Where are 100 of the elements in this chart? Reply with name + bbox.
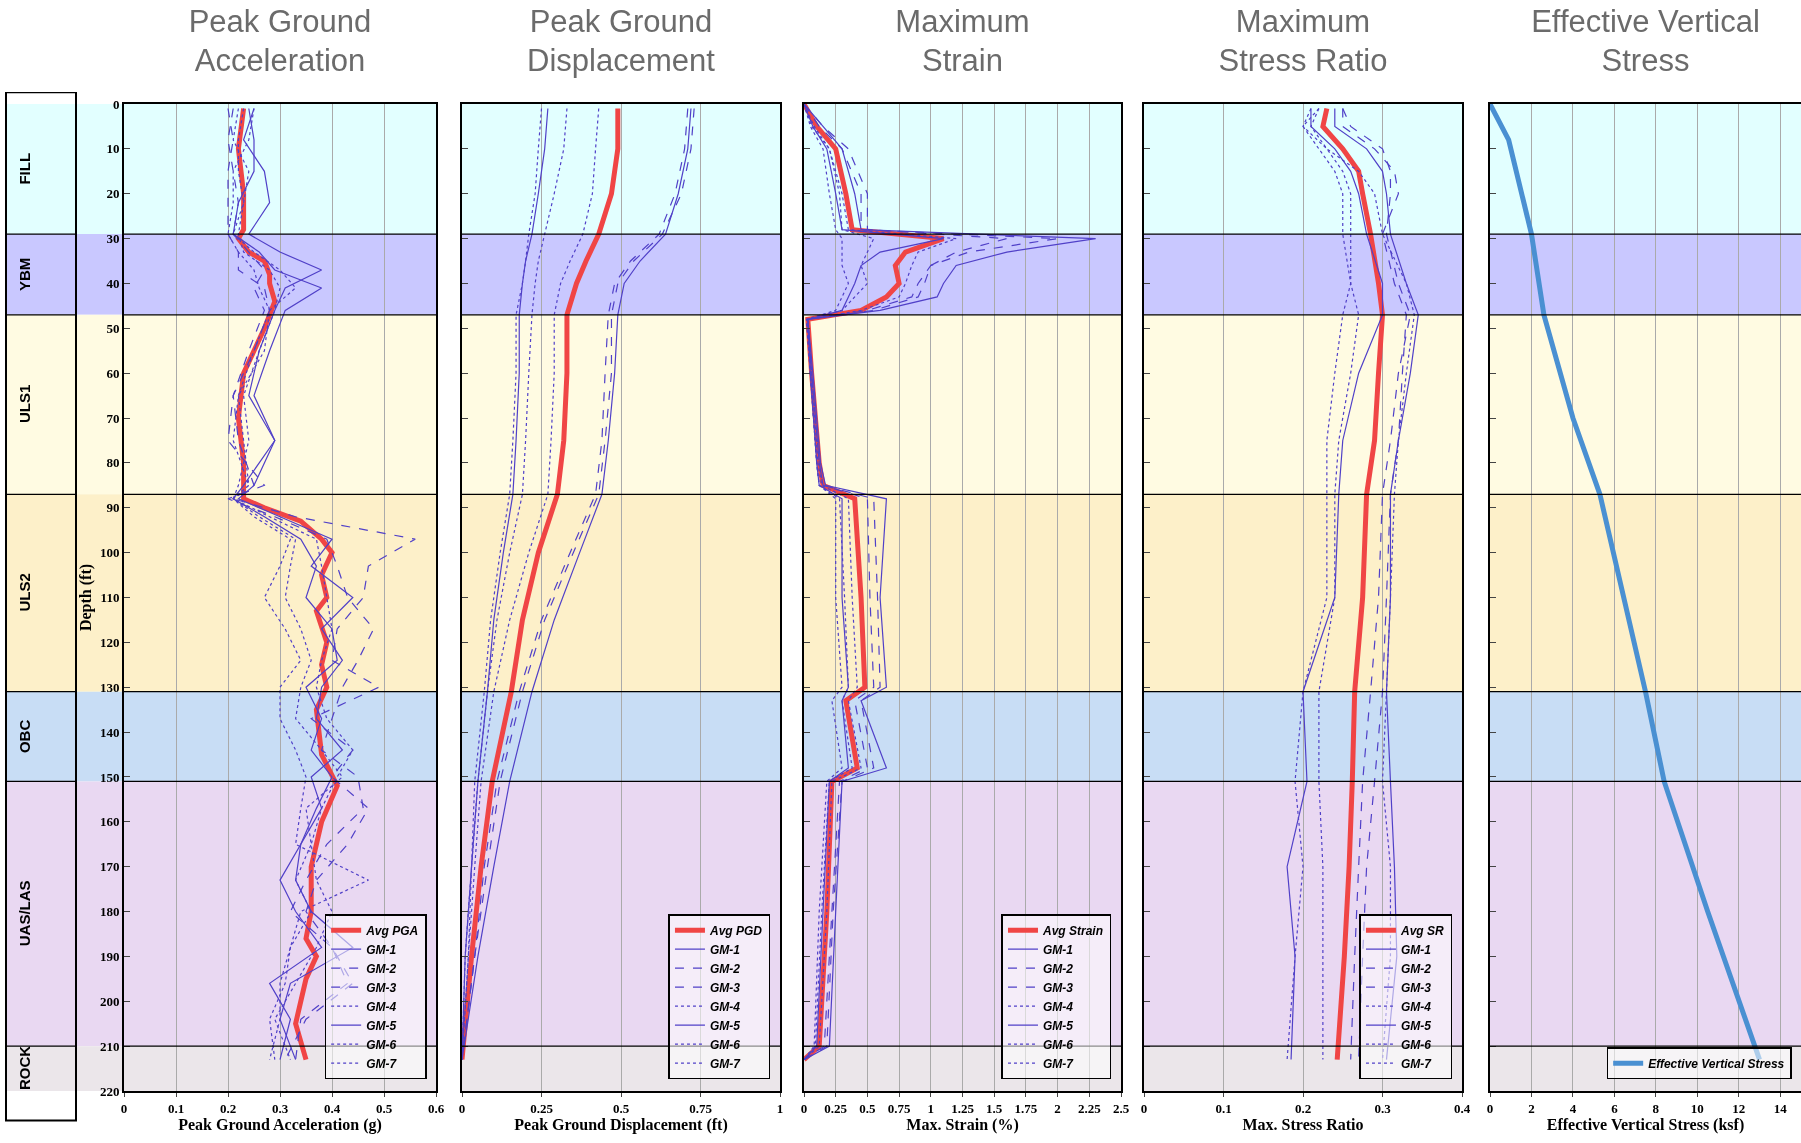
y-tick-label: 10 <box>106 141 120 157</box>
y-tick-label: 0 <box>112 96 120 112</box>
legend-label: GM-4 <box>1042 999 1074 1014</box>
y-tick-label: 160 <box>99 814 120 830</box>
x-tick-label: 0.5 <box>612 1100 630 1116</box>
x-tick-label: 2.5 <box>1112 1100 1130 1116</box>
chart-title: Maximum Strain <box>894 3 1031 80</box>
y-tick-label: 140 <box>99 724 120 740</box>
x-tick-label: 1.25 <box>951 1100 975 1116</box>
x-tick-label: 0.3 <box>1374 1100 1392 1116</box>
y-tick-label: 170 <box>99 859 120 875</box>
legend-label: GM-3 <box>366 980 397 995</box>
legend-label: GM-2 <box>1400 961 1432 976</box>
chart-title: Peak Ground Displacement <box>526 3 716 80</box>
band-label: ULS1 <box>15 384 33 424</box>
y-tick-label: 110 <box>100 590 120 606</box>
y-tick-label: 180 <box>99 904 120 920</box>
x-tick-label: 0.4 <box>323 1100 341 1116</box>
y-tick-label: 190 <box>99 948 120 964</box>
x-axis-title: Max. Stress Ratio <box>1242 1115 1364 1133</box>
legend-label: GM-1 <box>1042 942 1074 957</box>
legend-label: GM-6 <box>366 1037 397 1052</box>
y-tick-label: 120 <box>99 634 120 650</box>
x-tick-label: 10 <box>1690 1100 1704 1116</box>
y-tick-label: 40 <box>106 276 120 291</box>
y-axis-title: Depth (ft) <box>77 563 96 632</box>
x-tick-label: 1.5 <box>986 1100 1003 1116</box>
band-label: UAS/LAS <box>15 880 33 947</box>
legend-label: GM-2 <box>1042 961 1074 976</box>
x-tick-label: 0.2 <box>1294 1100 1312 1116</box>
x-tick-label: 1 <box>776 1100 784 1116</box>
y-tick-label: 220 <box>99 1083 120 1099</box>
legend-label: GM-3 <box>709 980 741 995</box>
chart-title: Peak Ground Acceleration <box>187 3 373 80</box>
x-axis-title: Effective Vertical Stress (ksf) <box>1546 1115 1745 1134</box>
legend-label: Effective Vertical Stress <box>1648 1056 1785 1071</box>
legend-label: GM-3 <box>1400 980 1432 995</box>
legend-label: GM-2 <box>366 961 397 976</box>
x-axis-title: Peak Ground Acceleration (g) <box>178 1115 382 1134</box>
x-tick-label: 0.5 <box>375 1100 393 1116</box>
y-tick-label: 20 <box>106 186 120 202</box>
band-label: YBM <box>16 257 34 291</box>
legend-label: GM-6 <box>1400 1037 1432 1052</box>
legend-label: GM-7 <box>709 1056 742 1071</box>
band-label: ROCK <box>15 1045 33 1091</box>
x-tick-label: 0 <box>1486 1100 1494 1116</box>
legend-label: Avg Strain <box>1041 923 1104 938</box>
x-tick-label: 0.75 <box>887 1100 911 1116</box>
y-tick-label: 70 <box>106 410 120 426</box>
chart-title: Effective Vertical Stress <box>1530 3 1761 80</box>
y-tick-label: 30 <box>106 231 120 247</box>
legend-label: GM-6 <box>1042 1037 1074 1052</box>
legend-label: GM-4 <box>1400 999 1432 1014</box>
band-label: ULS2 <box>16 573 34 612</box>
y-tick-label: 90 <box>106 500 120 516</box>
legend-label: GM-6 <box>709 1037 741 1052</box>
x-tick-label: 4 <box>1569 1100 1577 1116</box>
x-tick-label: 0 <box>800 1100 808 1116</box>
x-tick-label: 0.25 <box>530 1100 554 1116</box>
legend-label: GM-5 <box>1400 1018 1432 1033</box>
x-tick-label: 12 <box>1732 1100 1746 1116</box>
y-tick-label: 210 <box>99 1038 120 1054</box>
legend-label: GM-3 <box>1042 980 1074 995</box>
x-tick-label: 0 <box>1140 1100 1148 1116</box>
x-tick-label: 1.75 <box>1014 1100 1038 1116</box>
x-tick-label: 2 <box>1054 1100 1061 1116</box>
x-tick-label: 0.25 <box>824 1100 848 1116</box>
legend-label: GM-1 <box>366 942 397 957</box>
legend-label: GM-5 <box>366 1018 397 1033</box>
x-tick-label: 14 <box>1773 1100 1788 1116</box>
band-label: FILL <box>16 152 34 185</box>
x-tick-label: 0.6 <box>427 1100 445 1116</box>
x-tick-label: 0.75 <box>689 1100 713 1116</box>
y-tick-label: 80 <box>106 455 120 471</box>
band-label: OBC <box>15 719 33 754</box>
x-tick-label: 0.4 <box>1453 1100 1471 1116</box>
x-tick-label: 2 <box>1528 1100 1535 1116</box>
x-tick-label: 0.1 <box>167 1100 185 1116</box>
y-tick-label: 130 <box>99 679 120 695</box>
legend-label: GM-4 <box>366 999 397 1014</box>
legend-label: GM-5 <box>1042 1018 1074 1033</box>
legend-label: Avg PGD <box>708 923 763 938</box>
x-tick-label: 1 <box>927 1100 935 1116</box>
legend-label: GM-1 <box>709 942 741 957</box>
chart-title: Maximum Stress Ratio <box>1217 3 1389 80</box>
x-tick-label: 8 <box>1652 1100 1660 1116</box>
x-tick-label: 0.5 <box>859 1100 877 1116</box>
x-axis-title: Peak Ground Displacement (ft) <box>514 1115 728 1134</box>
legend-label: GM-7 <box>1042 1056 1075 1071</box>
y-tick-label: 60 <box>106 365 120 381</box>
legend-label: GM-5 <box>709 1018 741 1033</box>
legend-label: Avg PGA <box>365 923 419 938</box>
x-tick-label: 0.1 <box>1215 1100 1232 1116</box>
x-tick-label: 0 <box>458 1100 466 1116</box>
x-axis-title: Max. Strain (%) <box>906 1115 1019 1134</box>
y-tick-label: 100 <box>99 545 120 561</box>
legend-label: GM-1 <box>1400 942 1432 957</box>
legend-label: GM-2 <box>709 961 741 976</box>
x-tick-label: 6 <box>1611 1100 1619 1116</box>
legend-label: GM-4 <box>709 999 741 1014</box>
